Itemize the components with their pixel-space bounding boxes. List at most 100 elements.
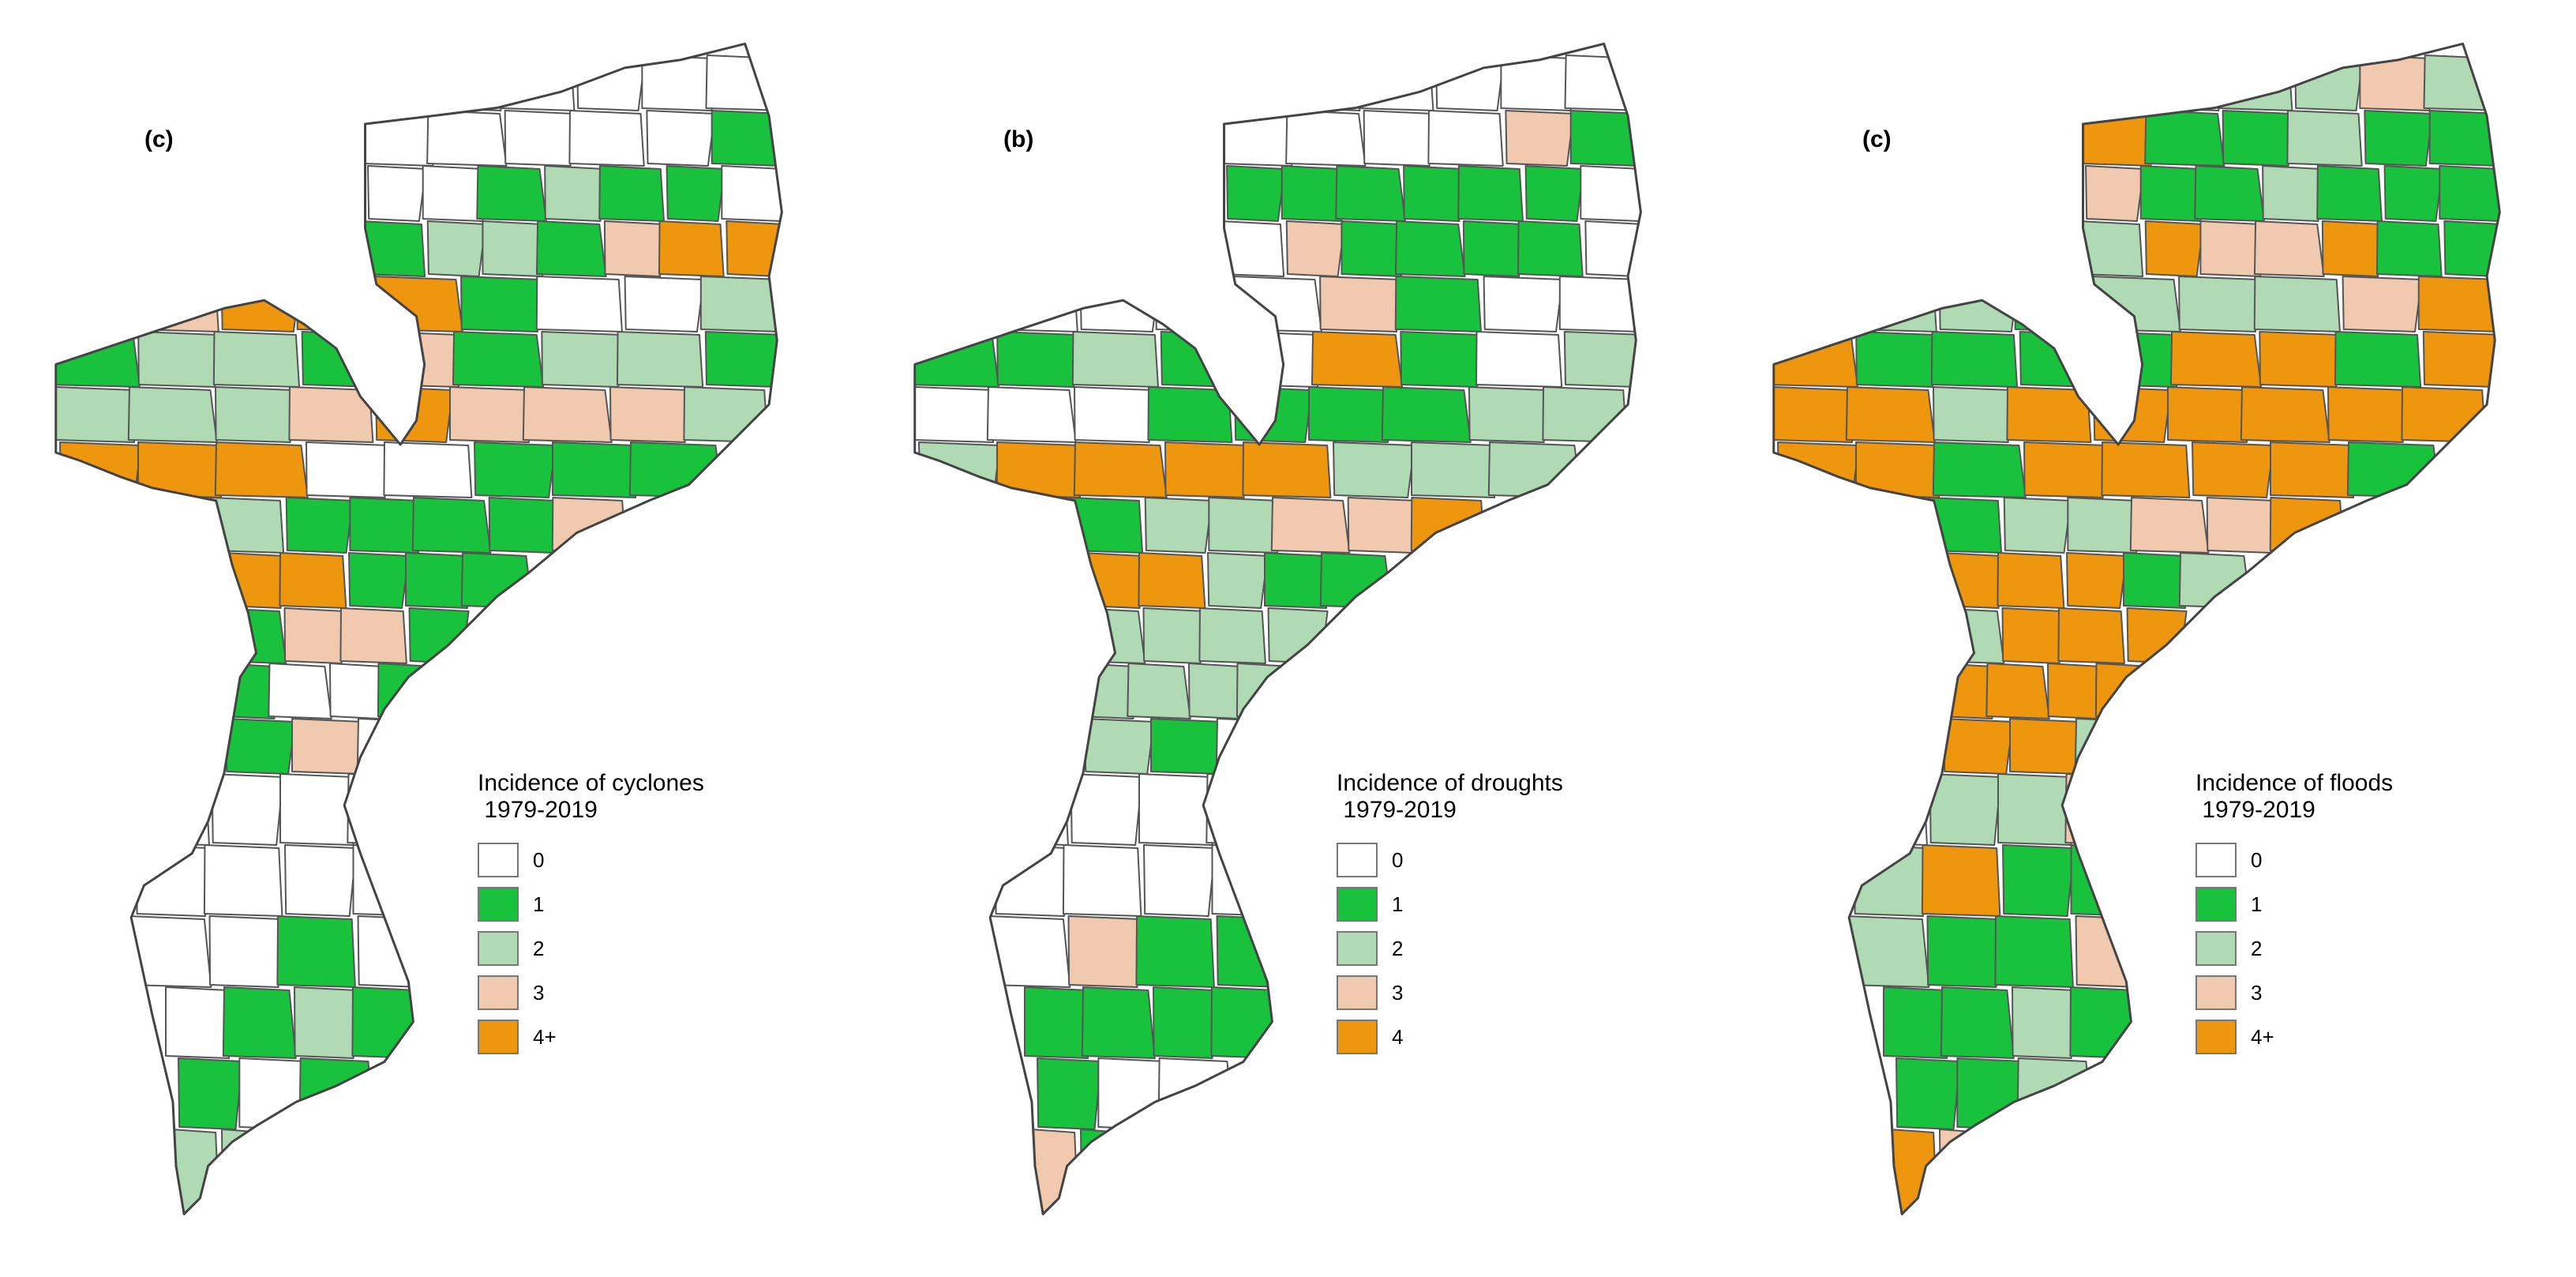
district-polygon	[434, 54, 505, 111]
district-polygon	[1081, 986, 1156, 1059]
district-polygon	[2169, 331, 2263, 388]
district-polygon	[1242, 441, 1332, 498]
legend-label: 0	[1392, 847, 1404, 872]
district-polygon	[215, 386, 294, 443]
district-polygon	[1236, 663, 1296, 719]
district-polygon	[598, 165, 665, 222]
district-polygon	[1293, 54, 1364, 111]
district-polygon	[2126, 607, 2188, 664]
droughts-map	[883, 24, 1664, 1256]
district-polygon	[2129, 497, 2210, 554]
district-polygon	[1895, 1057, 1961, 1130]
district-polygon	[2253, 276, 2341, 332]
district-polygon	[2439, 165, 2500, 222]
district-polygon	[2016, 1057, 2094, 1130]
district-polygon	[705, 54, 782, 111]
district-polygon	[2094, 331, 2178, 388]
district-polygon	[1215, 718, 1298, 775]
district-polygon	[1921, 844, 2001, 917]
district-polygon	[329, 663, 384, 719]
legend-swatch	[2195, 887, 2237, 922]
district-polygon	[916, 276, 998, 332]
legend-item: 2	[478, 926, 704, 971]
district-polygon	[1403, 165, 1464, 222]
district-polygon	[2023, 441, 2107, 498]
district-polygon	[2070, 844, 2145, 917]
district-polygon	[1394, 220, 1466, 277]
district-polygon	[1138, 773, 1213, 846]
district-polygon	[1394, 276, 1482, 332]
district-polygon	[127, 386, 218, 443]
legend-swatch	[1337, 1020, 1378, 1054]
district-polygon	[1153, 986, 1217, 1059]
district-polygon	[279, 773, 354, 846]
district-polygon	[1062, 844, 1142, 917]
district-polygon	[1845, 915, 1930, 988]
district-polygon	[347, 773, 431, 846]
district-polygon	[2321, 220, 2383, 277]
district-polygon	[222, 986, 297, 1059]
cyclones-map	[24, 24, 805, 1256]
district-polygon	[1483, 276, 1564, 332]
legend-cyclones: Incidence of cyclones 1979-2019 0 1 2 3 4+	[478, 770, 704, 1059]
district-polygon	[1926, 915, 2000, 988]
legend-swatch	[478, 843, 519, 877]
district-polygon	[1400, 331, 1482, 388]
district-polygon	[2001, 607, 2064, 664]
district-polygon	[1457, 165, 1524, 222]
legend-swatch	[478, 931, 519, 966]
district-polygon	[1584, 220, 1641, 277]
district-polygon	[165, 986, 230, 1059]
legend-title: Incidence of floods 1979-2019	[2195, 770, 2394, 823]
district-polygon	[221, 1129, 264, 1215]
district-polygon	[2012, 986, 2075, 1059]
district-polygon	[211, 773, 284, 846]
district-polygon	[522, 386, 613, 443]
district-polygon	[276, 915, 356, 988]
district-polygon	[1319, 552, 1393, 609]
district-polygon	[1347, 497, 1417, 554]
district-polygon	[377, 663, 437, 719]
district-polygon	[2067, 497, 2137, 554]
district-polygon	[914, 386, 994, 443]
district-polygon	[356, 718, 439, 775]
district-polygon	[55, 386, 135, 443]
district-polygon	[1542, 386, 1628, 443]
district-polygon	[1381, 386, 1472, 443]
district-polygon	[405, 552, 468, 609]
district-polygon	[1943, 718, 2014, 775]
district-polygon	[1335, 165, 1406, 222]
district-layer	[1773, 54, 2500, 1215]
district-polygon	[279, 552, 347, 609]
legend-title: Incidence of cyclones 1979-2019	[478, 770, 704, 823]
district-polygon	[408, 607, 470, 664]
district-polygon	[349, 497, 419, 554]
district-polygon	[1097, 1057, 1165, 1130]
district-polygon	[212, 331, 301, 388]
district-polygon	[2364, 110, 2434, 167]
district-polygon	[1854, 844, 1928, 917]
legend-item: 1	[2195, 882, 2393, 926]
legend-swatch	[2195, 1020, 2237, 1054]
district-polygon	[1940, 552, 2003, 609]
legend-swatch	[1337, 843, 1378, 877]
legend-swatch	[478, 887, 519, 922]
district-polygon	[1138, 552, 1206, 609]
legend-title: Incidence of droughts 1979-2019	[1337, 770, 1563, 823]
legend-label: 4+	[533, 1024, 557, 1049]
legend-swatch	[2195, 843, 2237, 877]
district-polygon	[2206, 497, 2276, 554]
district-polygon	[1071, 331, 1160, 388]
country-outline	[56, 43, 782, 1214]
legend-floods: Incidence of floods 1979-2019 0 1 2 3 4+	[2195, 770, 2393, 1059]
district-polygon	[2144, 110, 2225, 167]
district-polygon	[1310, 331, 1404, 388]
district-polygon	[504, 110, 575, 167]
district-polygon	[1940, 986, 2015, 1059]
legend-swatch	[1337, 931, 1378, 966]
district-polygon	[1080, 1129, 1123, 1215]
district-polygon	[1938, 276, 2019, 332]
district-polygon	[1024, 986, 1089, 1059]
legend-label: 3	[1392, 980, 1404, 1005]
district-polygon	[214, 441, 309, 498]
